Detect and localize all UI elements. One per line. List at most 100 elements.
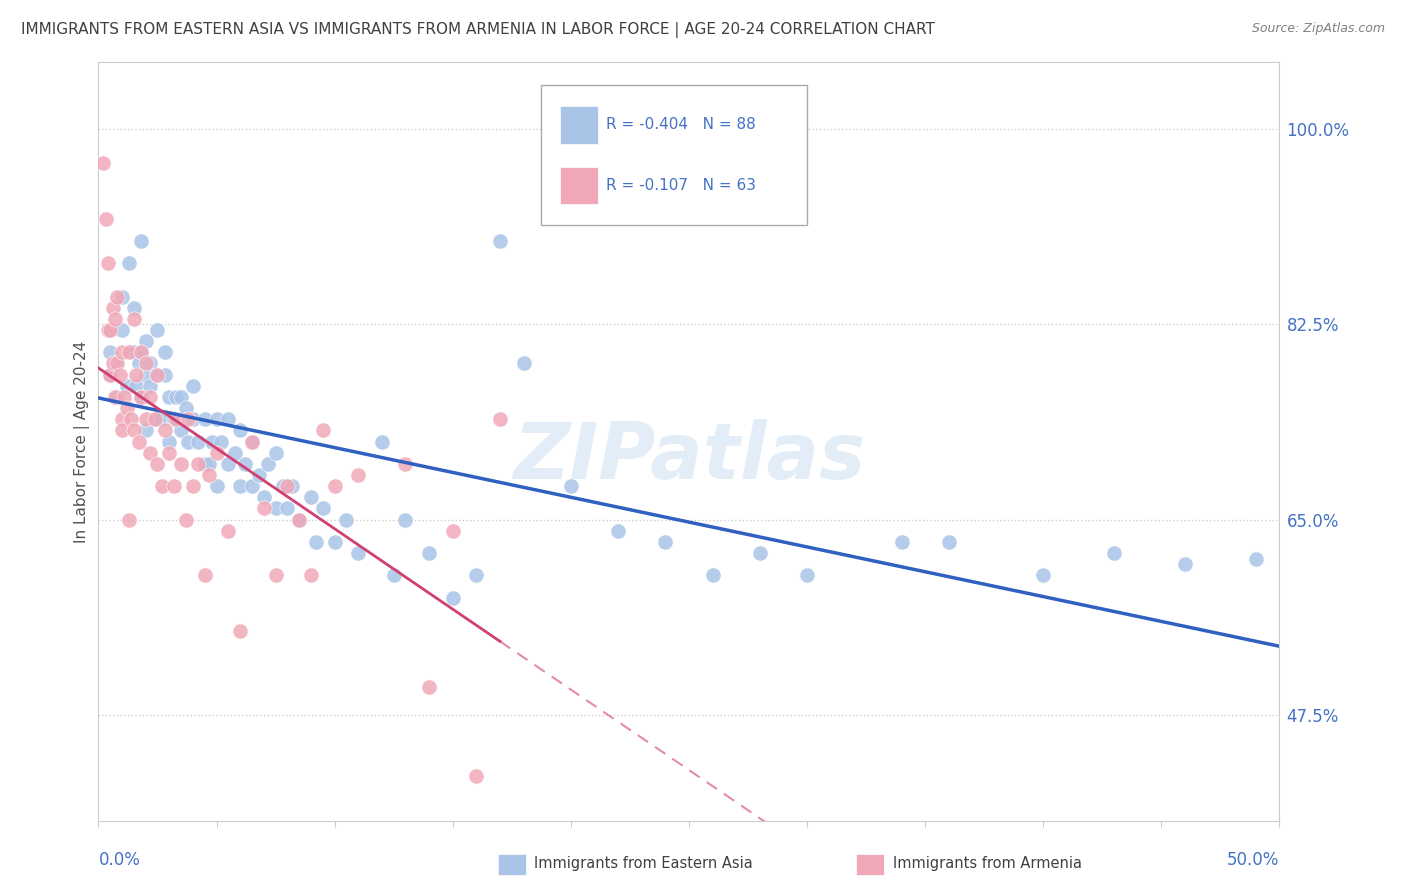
- Point: [146, 368, 169, 382]
- Point: [418, 546, 440, 560]
- Point: [104, 390, 127, 404]
- Text: Immigrants from Armenia: Immigrants from Armenia: [893, 856, 1081, 871]
- Point: [153, 424, 176, 438]
- Point: [382, 568, 405, 582]
- Point: [489, 412, 512, 426]
- Point: [465, 568, 488, 582]
- Point: [170, 457, 193, 471]
- Point: [288, 513, 311, 527]
- Point: [253, 501, 276, 516]
- FancyBboxPatch shape: [560, 106, 598, 144]
- Point: [122, 424, 145, 438]
- Point: [122, 345, 145, 359]
- Point: [128, 434, 150, 449]
- Point: [128, 356, 150, 371]
- Point: [1174, 557, 1197, 572]
- Text: 50.0%: 50.0%: [1227, 851, 1279, 869]
- Point: [240, 434, 263, 449]
- Point: [654, 535, 676, 549]
- Point: [97, 256, 120, 270]
- Text: R = -0.404   N = 88: R = -0.404 N = 88: [606, 117, 756, 132]
- Point: [139, 446, 162, 460]
- Point: [205, 479, 228, 493]
- Point: [157, 434, 180, 449]
- Point: [139, 378, 162, 392]
- Point: [276, 479, 298, 493]
- Point: [247, 468, 270, 483]
- Point: [187, 434, 209, 449]
- Point: [105, 390, 128, 404]
- Point: [97, 323, 120, 337]
- Point: [98, 345, 121, 359]
- Point: [181, 479, 204, 493]
- Point: [335, 513, 357, 527]
- Point: [240, 434, 263, 449]
- Point: [177, 412, 200, 426]
- Point: [129, 390, 152, 404]
- Point: [146, 323, 169, 337]
- Point: [165, 412, 187, 426]
- Point: [323, 535, 346, 549]
- Point: [465, 769, 488, 783]
- Point: [229, 624, 252, 639]
- Point: [181, 378, 204, 392]
- Point: [118, 345, 141, 359]
- Point: [371, 434, 394, 449]
- Point: [229, 424, 252, 438]
- Point: [890, 535, 912, 549]
- Point: [748, 546, 770, 560]
- Point: [135, 412, 157, 426]
- Point: [165, 390, 187, 404]
- Point: [125, 368, 148, 382]
- Point: [157, 446, 180, 460]
- Point: [129, 345, 152, 359]
- Point: [150, 479, 173, 493]
- Point: [91, 156, 114, 170]
- Point: [115, 401, 138, 416]
- Point: [105, 356, 128, 371]
- Point: [146, 457, 169, 471]
- Point: [205, 446, 228, 460]
- Point: [312, 501, 335, 516]
- Point: [118, 256, 141, 270]
- Y-axis label: In Labor Force | Age 20-24: In Labor Force | Age 20-24: [75, 341, 90, 542]
- Point: [101, 301, 124, 315]
- Point: [607, 524, 630, 538]
- Point: [264, 501, 287, 516]
- Point: [143, 412, 166, 426]
- Point: [1244, 551, 1267, 566]
- Point: [174, 513, 197, 527]
- Point: [111, 424, 134, 438]
- Point: [139, 390, 162, 404]
- FancyBboxPatch shape: [560, 167, 598, 204]
- Point: [489, 234, 512, 248]
- Point: [560, 479, 582, 493]
- Point: [181, 412, 204, 426]
- Point: [129, 390, 152, 404]
- Point: [224, 446, 246, 460]
- Text: ZIPatlas: ZIPatlas: [513, 418, 865, 495]
- Point: [146, 368, 169, 382]
- Point: [98, 323, 121, 337]
- Point: [276, 501, 298, 516]
- Point: [122, 312, 145, 326]
- Point: [198, 457, 221, 471]
- Point: [135, 334, 157, 349]
- Point: [288, 513, 311, 527]
- Point: [98, 368, 121, 382]
- Point: [104, 312, 127, 326]
- Point: [170, 424, 193, 438]
- Point: [104, 356, 127, 371]
- Point: [170, 390, 193, 404]
- Point: [394, 513, 416, 527]
- Point: [205, 412, 228, 426]
- Point: [264, 446, 287, 460]
- Point: [139, 356, 162, 371]
- Point: [135, 424, 157, 438]
- Point: [108, 368, 131, 382]
- Point: [299, 491, 322, 505]
- Text: 0.0%: 0.0%: [98, 851, 141, 869]
- Point: [702, 568, 724, 582]
- Point: [129, 345, 152, 359]
- Point: [418, 680, 440, 694]
